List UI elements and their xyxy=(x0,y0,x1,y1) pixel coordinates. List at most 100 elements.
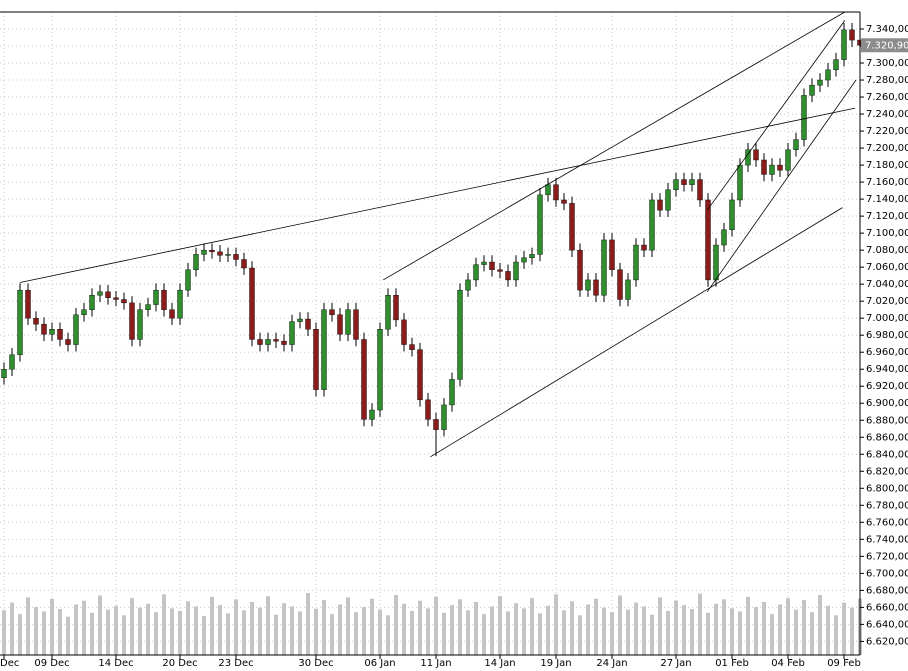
trend-line xyxy=(706,20,846,211)
volume-bar xyxy=(26,597,30,655)
candle-body xyxy=(729,199,735,230)
candle-body xyxy=(449,379,455,406)
candle-body xyxy=(289,321,295,345)
volume-bar xyxy=(10,602,14,655)
y-tick-label: 6.620,00 xyxy=(866,636,908,647)
candle-body xyxy=(225,254,231,256)
volume-bar xyxy=(754,607,758,655)
volume-bar xyxy=(490,606,494,655)
volume-bar xyxy=(418,600,422,655)
volume-bar xyxy=(506,611,510,655)
candle-body xyxy=(417,349,423,401)
volume-bar xyxy=(634,602,638,655)
y-tick-label: 6.660,00 xyxy=(866,602,908,613)
y-tick-label: 7.200,00 xyxy=(866,143,908,154)
candle-body xyxy=(217,251,223,256)
volume-bar xyxy=(282,603,286,655)
candle-body xyxy=(625,279,631,300)
y-tick-label: 6.840,00 xyxy=(866,449,908,460)
volume-bar xyxy=(250,601,254,655)
volume-bar xyxy=(402,603,406,655)
volume-bar xyxy=(842,602,846,655)
volume-bar xyxy=(18,614,22,655)
last-price-box xyxy=(861,38,908,53)
y-tick-label: 7.220,00 xyxy=(866,126,908,137)
candle-body xyxy=(201,249,207,255)
volume-bar xyxy=(522,608,526,655)
y-tick-label: 7.260,00 xyxy=(866,92,908,103)
candle-body xyxy=(665,189,671,211)
volume-bar xyxy=(698,593,702,655)
trend-line xyxy=(430,207,843,458)
candle-body xyxy=(249,267,255,340)
y-tick-label: 7.120,00 xyxy=(866,211,908,222)
candle-body xyxy=(81,309,87,315)
candle-body xyxy=(129,302,135,340)
candle-body xyxy=(169,309,175,319)
candle-body xyxy=(41,323,47,335)
candle-body xyxy=(177,289,183,319)
candle-body xyxy=(793,139,799,150)
volume-bar xyxy=(98,595,102,655)
volume-bar xyxy=(122,615,126,655)
volume-bar xyxy=(722,599,726,655)
volume-bar xyxy=(58,608,62,655)
volume-bar xyxy=(74,604,78,655)
candle-body xyxy=(713,244,719,281)
candle-body xyxy=(265,339,271,345)
volume-bar xyxy=(762,601,766,655)
volume-bar xyxy=(706,612,710,655)
volume-bar xyxy=(218,605,222,655)
candle-body xyxy=(401,319,407,345)
candle-body xyxy=(817,79,823,86)
volume-bar xyxy=(242,610,246,655)
volume-bar xyxy=(786,598,790,655)
y-tick-label: 6.880,00 xyxy=(866,415,908,426)
price-layer xyxy=(1,11,863,458)
y-tick-label: 6.680,00 xyxy=(866,585,908,596)
volume-bar xyxy=(666,610,670,655)
candle-body xyxy=(185,269,191,291)
candle-body xyxy=(705,199,711,281)
candle-body xyxy=(49,329,55,335)
y-tick-label: 7.020,00 xyxy=(866,296,908,307)
candle-body xyxy=(121,299,127,304)
volume-bar xyxy=(234,599,238,655)
candle-body xyxy=(777,164,783,171)
candle-body xyxy=(785,149,791,171)
candle-body xyxy=(769,164,775,175)
volume-bar xyxy=(810,612,814,655)
candle-body xyxy=(633,244,639,281)
candle-body xyxy=(297,318,303,322)
candle-body xyxy=(1,369,7,378)
volume-bar xyxy=(450,605,454,655)
volume-bar xyxy=(802,600,806,655)
volume-bar xyxy=(594,598,598,655)
volume-bar xyxy=(266,596,270,655)
candle-body xyxy=(17,289,23,355)
candle-body xyxy=(321,309,327,390)
x-tick-label: 11 Jan xyxy=(420,658,451,669)
volume-bar xyxy=(546,605,550,655)
x-tick-label: 27 Jan xyxy=(660,658,691,669)
y-tick-label: 7.100,00 xyxy=(866,228,908,239)
volume-bar xyxy=(338,604,342,655)
y-tick-label: 6.640,00 xyxy=(866,619,908,630)
x-tick-label: 19 Jan xyxy=(540,658,571,669)
candle-body xyxy=(609,239,615,270)
candle-body xyxy=(313,329,319,390)
x-tick-label: 09 Feb xyxy=(827,658,861,669)
candle-body xyxy=(65,339,71,345)
candle-body xyxy=(673,179,679,190)
volume-bar xyxy=(82,600,86,655)
y-tick-label: 6.780,00 xyxy=(866,500,908,511)
candle-body xyxy=(513,261,519,281)
volume-bar xyxy=(730,608,734,655)
volume-bar xyxy=(498,596,502,655)
volume-bar xyxy=(778,604,782,655)
candle-body xyxy=(577,249,583,291)
x-tick-label: 09 Dec xyxy=(34,658,69,669)
volume-bar xyxy=(106,609,110,655)
candle-body xyxy=(593,279,599,296)
volume-bar xyxy=(378,609,382,655)
